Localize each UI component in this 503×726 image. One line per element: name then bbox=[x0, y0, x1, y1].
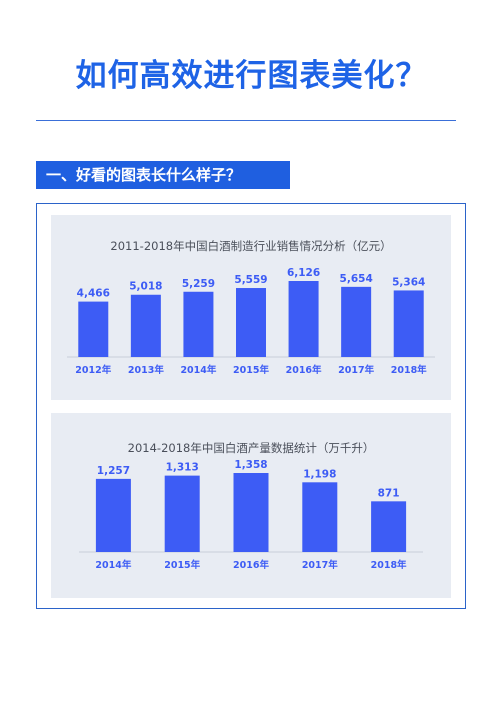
bar-2014年 bbox=[95, 478, 131, 552]
chart-title: 2014-2018年中国白酒产量数据统计（万千升） bbox=[128, 441, 375, 455]
value-label: 6,126 bbox=[287, 267, 320, 279]
value-label: 1,313 bbox=[166, 462, 199, 474]
page-title: 如何高效进行图表美化？ bbox=[75, 58, 428, 94]
x-tick-label: 2012年 bbox=[75, 364, 111, 376]
x-tick-label: 2013年 bbox=[128, 364, 164, 376]
value-label: 5,364 bbox=[392, 276, 425, 288]
bar-2014年 bbox=[183, 291, 214, 357]
x-tick-label: 2016年 bbox=[233, 559, 269, 571]
value-label: 5,018 bbox=[129, 281, 162, 293]
x-tick-label: 2014年 bbox=[95, 559, 131, 571]
bar-2017年 bbox=[341, 286, 372, 357]
bar-2015年 bbox=[236, 288, 266, 357]
x-tick-label: 2015年 bbox=[164, 559, 200, 571]
bar-2018年 bbox=[393, 290, 424, 357]
x-tick-label: 2016年 bbox=[286, 364, 322, 376]
bar-2018年 bbox=[371, 501, 407, 552]
x-tick-label: 2015年 bbox=[233, 364, 269, 376]
section-heading: 一、好看的图表长什么样子？ bbox=[36, 161, 290, 189]
sales-chart-panel: 2011-2018年中国白酒制造行业销售情况分析（亿元） 4,466 2012年 5,… bbox=[51, 215, 451, 400]
x-tick-label: 2018年 bbox=[371, 559, 407, 571]
value-label: 1,358 bbox=[234, 459, 267, 471]
value-label: 871 bbox=[378, 487, 400, 499]
chart-title: 2011-2018年中国白酒制造行业销售情况分析（亿元） bbox=[110, 239, 391, 253]
output-chart-panel: 2014-2018年中国白酒产量数据统计（万千升） 1,257 2014年 1,313… bbox=[51, 413, 451, 598]
x-tick-label: 2017年 bbox=[302, 559, 338, 571]
bar-2012年 bbox=[78, 301, 109, 357]
value-label: 5,559 bbox=[234, 274, 267, 286]
value-label: 5,259 bbox=[182, 278, 215, 290]
output-bar-chart: 2014-2018年中国白酒产量数据统计（万千升） 1,257 2014年 1,313… bbox=[79, 441, 423, 571]
value-label: 5,654 bbox=[340, 273, 373, 285]
value-label: 1,257 bbox=[97, 465, 130, 477]
x-tick-label: 2017年 bbox=[338, 364, 374, 376]
bar-2013年 bbox=[130, 294, 161, 357]
title-divider bbox=[36, 120, 456, 121]
bar-2016年 bbox=[288, 281, 319, 357]
x-tick-label: 2018年 bbox=[391, 364, 427, 376]
sales-bar-chart: 2011-2018年中国白酒制造行业销售情况分析（亿元） 4,466 2012年 5,… bbox=[67, 239, 435, 376]
x-tick-label: 2014年 bbox=[180, 364, 216, 376]
bar-2015年 bbox=[164, 475, 200, 552]
value-label: 4,466 bbox=[77, 288, 110, 300]
bar-2016年 bbox=[233, 473, 269, 552]
value-label: 1,198 bbox=[303, 468, 336, 480]
bar-2017年 bbox=[302, 482, 338, 552]
